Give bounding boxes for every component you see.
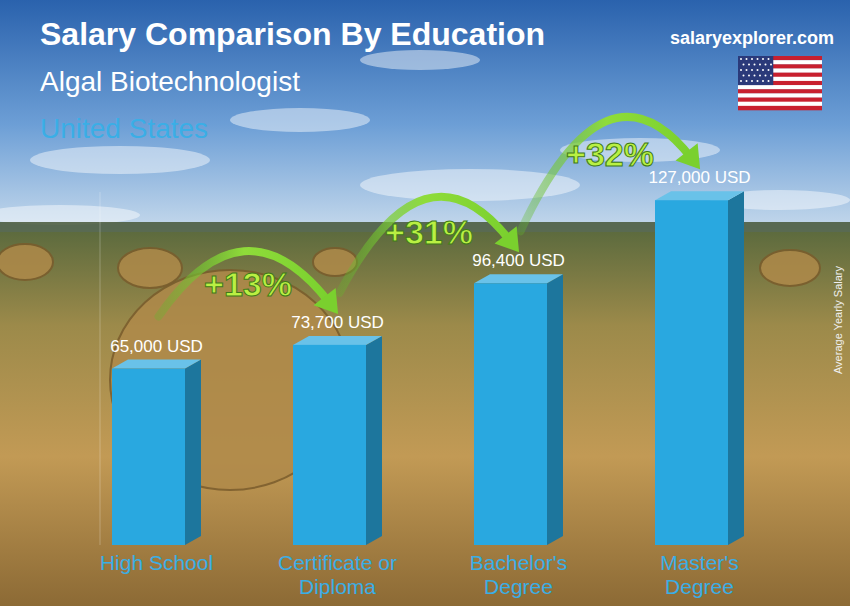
flag-star (748, 75, 750, 77)
chart: 65,000 USD 73,700 USD 96,400 USD 127,000 US… (0, 0, 850, 606)
flag-canton (738, 56, 773, 85)
category-label-line: Degree (665, 575, 734, 598)
flag-star (765, 75, 767, 77)
flag-star (740, 58, 742, 60)
flag-star (759, 64, 761, 66)
bar-top (112, 360, 201, 369)
category-label: High School (100, 551, 213, 574)
flag-star (751, 69, 753, 71)
category-label-line: Diploma (299, 575, 376, 598)
flag-stripe (738, 106, 822, 110)
flag-star (740, 80, 742, 82)
y-axis-line (100, 192, 101, 545)
category-label: Bachelor'sDegree (470, 551, 567, 598)
flag-star (743, 75, 745, 77)
flag-stripe (738, 85, 822, 89)
hay-bale (118, 248, 182, 288)
category-label: Master'sDegree (660, 551, 739, 598)
flag-star (762, 80, 764, 82)
bars (112, 191, 744, 545)
growth-label: +31% (385, 213, 473, 251)
data-label: 65,000 USD (110, 337, 203, 356)
flag-star (762, 58, 764, 60)
category-label-line: Master's (660, 551, 739, 574)
flag-star (751, 58, 753, 60)
flag-star (759, 75, 761, 77)
bar-side (728, 191, 744, 545)
source: salaryexplorer.com (670, 28, 834, 48)
flag-star (768, 80, 770, 82)
arrow-head (495, 226, 520, 252)
flag-star (768, 69, 770, 71)
bar (655, 200, 728, 545)
flag (738, 56, 822, 110)
arrow-head (676, 143, 701, 169)
flag-star (740, 69, 742, 71)
flag-star (770, 75, 772, 77)
growth-arrow (521, 117, 692, 231)
flag-star (746, 80, 748, 82)
bar (293, 345, 366, 545)
arrow-head (314, 288, 339, 314)
flag-star (746, 58, 748, 60)
y-axis-label: Average Yearly Salary (832, 265, 844, 374)
category-label-line: High School (100, 551, 213, 574)
flag-star (762, 69, 764, 71)
flag-star (754, 64, 756, 66)
flag-star (748, 64, 750, 66)
title: Salary Comparison By Education (40, 16, 545, 52)
growth-arrow (340, 197, 511, 293)
flag-star (770, 64, 772, 66)
flag-star (765, 64, 767, 66)
bar-top (474, 274, 563, 283)
bar-side (185, 360, 201, 546)
bar (112, 369, 185, 546)
data-label: 127,000 USD (648, 168, 750, 187)
chart-root: 65,000 USD 73,700 USD 96,400 USD 127,000 US… (0, 0, 850, 606)
country: United States (40, 113, 208, 144)
cloud (230, 108, 370, 132)
flag-stripe (738, 98, 822, 102)
flag-star (768, 58, 770, 60)
bar-top (293, 336, 382, 345)
category-label-line: Bachelor's (470, 551, 567, 574)
bar (474, 283, 547, 545)
flag-star (751, 80, 753, 82)
hay-bale (0, 244, 53, 280)
data-label: 96,400 USD (472, 251, 565, 270)
flag-star (746, 69, 748, 71)
hay-bale (760, 250, 820, 286)
growth-arrow (159, 251, 330, 316)
flag-stripe (738, 93, 822, 97)
flag-star (757, 69, 759, 71)
cloud (30, 146, 210, 174)
flag-star (743, 64, 745, 66)
flag-stripe (738, 102, 822, 106)
bar-side (547, 274, 563, 545)
data-label: 73,700 USD (291, 313, 384, 332)
growth-label: +32% (566, 135, 654, 173)
category-label: Certificate orDiploma (278, 551, 397, 598)
flag-star (757, 80, 759, 82)
growth-label: +13% (204, 265, 292, 303)
category-label-line: Certificate or (278, 551, 397, 574)
cloud (360, 50, 480, 70)
flag-star (757, 58, 759, 60)
bar-top (655, 191, 744, 200)
category-label-line: Degree (484, 575, 553, 598)
bar-side (366, 336, 382, 545)
subtitle: Algal Biotechnologist (40, 66, 300, 97)
flag-stripe (738, 89, 822, 93)
flag-star (754, 75, 756, 77)
